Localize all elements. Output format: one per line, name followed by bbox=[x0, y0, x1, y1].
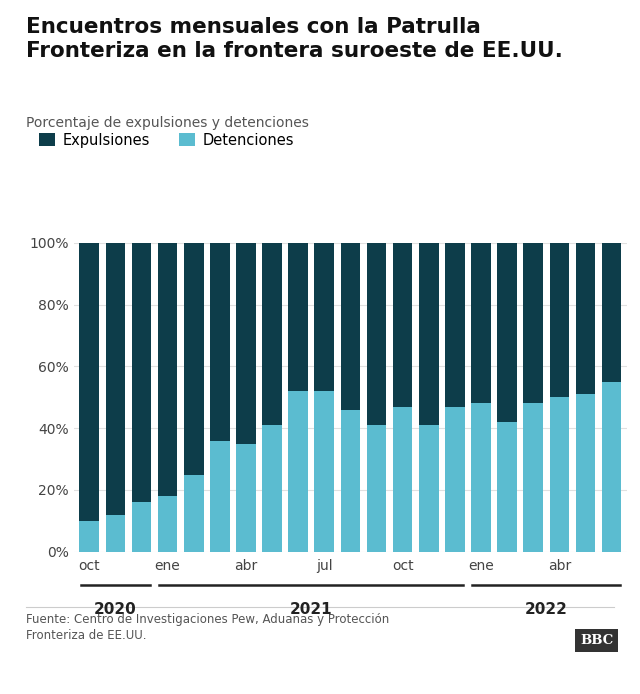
Bar bbox=[575, 243, 595, 394]
Bar bbox=[497, 422, 517, 552]
Bar bbox=[340, 409, 360, 552]
Bar bbox=[289, 243, 308, 391]
Bar bbox=[471, 403, 491, 552]
Bar bbox=[236, 443, 256, 552]
Bar bbox=[106, 515, 125, 552]
Bar bbox=[262, 425, 282, 552]
Bar bbox=[340, 243, 360, 409]
Text: 2022: 2022 bbox=[525, 602, 568, 618]
Bar bbox=[184, 243, 204, 475]
Bar bbox=[314, 243, 334, 391]
Text: Encuentros mensuales con la Patrulla
Fronteriza en la frontera suroeste de EE.UU: Encuentros mensuales con la Patrulla Fro… bbox=[26, 17, 563, 60]
Bar bbox=[550, 243, 569, 397]
Bar bbox=[79, 520, 99, 552]
Bar bbox=[367, 243, 387, 425]
Text: 2021: 2021 bbox=[290, 602, 333, 618]
Bar bbox=[602, 243, 621, 382]
Bar bbox=[210, 441, 230, 552]
Bar bbox=[79, 243, 99, 520]
Bar bbox=[524, 243, 543, 403]
Bar bbox=[184, 475, 204, 552]
Bar bbox=[445, 407, 465, 552]
Bar bbox=[158, 243, 177, 496]
Bar bbox=[393, 243, 412, 407]
Bar bbox=[367, 425, 387, 552]
Bar bbox=[575, 394, 595, 552]
Bar bbox=[471, 243, 491, 403]
Bar bbox=[158, 496, 177, 552]
Bar bbox=[419, 243, 438, 425]
Bar bbox=[236, 243, 256, 443]
Bar bbox=[132, 243, 151, 502]
Bar bbox=[106, 243, 125, 515]
Bar bbox=[262, 243, 282, 425]
Bar bbox=[497, 243, 517, 422]
Bar bbox=[524, 403, 543, 552]
Bar bbox=[445, 243, 465, 407]
Bar bbox=[419, 425, 438, 552]
Bar bbox=[602, 382, 621, 552]
Bar bbox=[289, 391, 308, 552]
Text: Fuente: Centro de Investigaciones Pew, Aduanas y Protección
Fronteriza de EE.UU.: Fuente: Centro de Investigaciones Pew, A… bbox=[26, 613, 389, 643]
Bar bbox=[393, 407, 412, 552]
Bar bbox=[132, 502, 151, 552]
Text: Porcentaje de expulsiones y detenciones: Porcentaje de expulsiones y detenciones bbox=[26, 116, 308, 130]
Bar bbox=[314, 391, 334, 552]
Legend: Expulsiones, Detenciones: Expulsiones, Detenciones bbox=[40, 133, 294, 148]
Text: 2020: 2020 bbox=[94, 602, 137, 618]
Text: BBC: BBC bbox=[580, 634, 613, 647]
Bar bbox=[550, 397, 569, 552]
Bar bbox=[210, 243, 230, 441]
